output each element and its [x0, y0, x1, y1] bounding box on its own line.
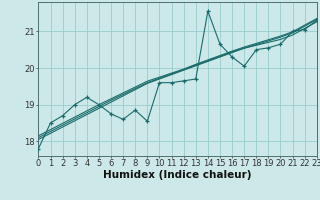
X-axis label: Humidex (Indice chaleur): Humidex (Indice chaleur): [103, 170, 252, 180]
